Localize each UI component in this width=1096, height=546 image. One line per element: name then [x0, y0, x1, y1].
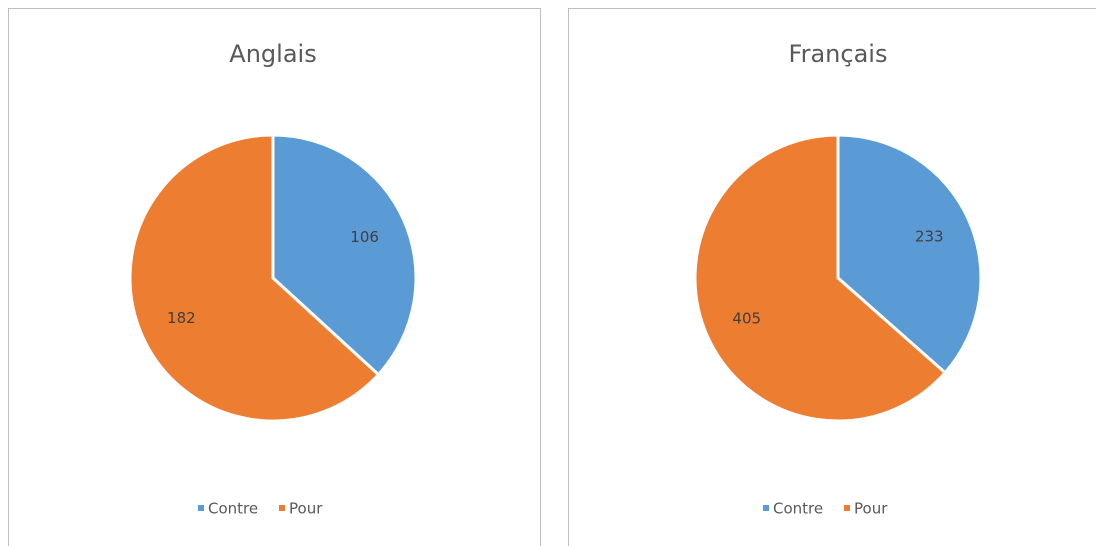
- legend-marker: [279, 505, 285, 511]
- legend-label: Pour: [289, 500, 323, 518]
- pie-slice: [128, 133, 381, 423]
- legend-label: Pour: [854, 500, 888, 518]
- pie-slice: [836, 133, 983, 375]
- data-label: 182: [167, 309, 196, 327]
- data-label: 106: [350, 228, 379, 246]
- legend-marker: [763, 505, 769, 511]
- pie-slice: [693, 133, 948, 423]
- legend-label: Contre: [773, 500, 823, 518]
- legend-marker: [198, 505, 204, 511]
- pie-slice: [271, 133, 418, 377]
- chart-title: Français: [789, 40, 888, 68]
- chart-title: Anglais: [229, 40, 316, 68]
- legend-marker: [844, 505, 850, 511]
- data-label: 405: [732, 310, 761, 328]
- legend-label: Contre: [208, 500, 258, 518]
- data-label: 233: [915, 227, 944, 245]
